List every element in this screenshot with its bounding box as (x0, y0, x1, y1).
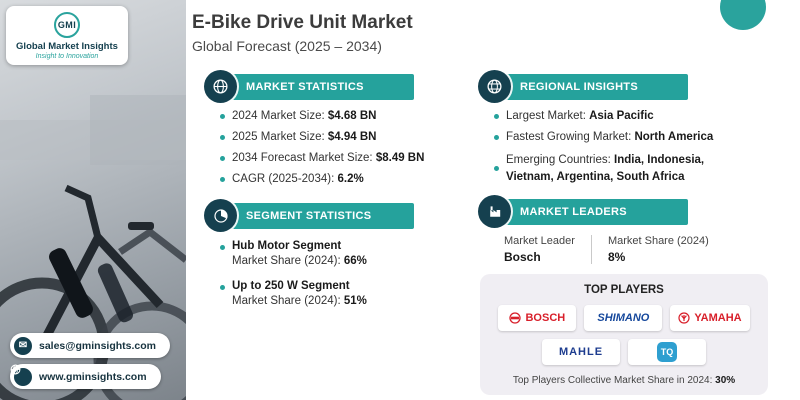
stat-label: 2025 Market Size: (232, 131, 325, 143)
company-tagline: Insight to Innovation (35, 53, 99, 60)
regional-label: Largest Market: (506, 110, 586, 122)
page-title: E-Bike Drive Unit Market (192, 12, 413, 33)
market-leaders-title: MARKET LEADERS (494, 199, 688, 226)
regional-label: Emerging Countries: (506, 154, 611, 166)
section-segment-statistics-header: SEGMENT STATISTICS (204, 199, 458, 232)
segment-name: Up to 250 W Segment (232, 280, 350, 292)
bullet-icon (220, 134, 225, 140)
gmi-logo-icon: GMI (54, 12, 80, 38)
bullet-icon (494, 113, 499, 119)
regional-label: Fastest Growing Market: (506, 131, 632, 143)
top-players-panel: TOP PLAYERS BOSCH SHIMANO YAMAHA (480, 274, 768, 396)
factory-icon (478, 195, 511, 229)
bullet-icon (494, 166, 499, 172)
stat-value: 6.2% (337, 173, 364, 185)
market-leader-value: Bosch (504, 250, 541, 265)
market-leader-label: Market Leader (504, 235, 575, 248)
segment-label: Market Share (2024): (232, 255, 341, 267)
stat-value: $8.49 BN (375, 152, 425, 164)
bullet-icon (220, 285, 225, 290)
player-name: SHIMANO (597, 312, 650, 325)
market-share-cell: Market Share (2024) 8% (590, 235, 725, 265)
stat-item-cagr: CAGR (2025-2034): 6.2% (220, 173, 458, 185)
contact-email[interactable]: ✉ sales@gminsights.com (10, 333, 171, 358)
pie-chart-icon (204, 199, 237, 232)
yamaha-logo-icon (678, 312, 690, 324)
stat-item-2025: 2025 Market Size: $4.94 BN (220, 131, 458, 143)
page-subtitle: Global Forecast (2025 – 2034) (192, 38, 382, 54)
regional-insights-title: REGIONAL INSIGHTS (494, 74, 688, 100)
market-leader-cell: Market Leader Bosch (488, 235, 591, 264)
stat-value: $4.68 BN (327, 110, 377, 122)
contact-website[interactable]: www.gminsights.com (10, 364, 161, 389)
globe-grid-icon (478, 70, 511, 103)
mail-icon: ✉ (14, 336, 32, 355)
tq-logo-icon: TQ (657, 342, 677, 363)
player-chip-tq: TQ (628, 339, 706, 366)
company-name: Global Market Insights (16, 41, 118, 52)
regional-item-emerging: Emerging Countries: India, Indonesia, Vi… (494, 152, 790, 185)
segment-label: Market Share (2024): (232, 295, 341, 307)
segment-value: 51% (343, 295, 367, 307)
contact-email-text: sales@gminsights.com (39, 339, 157, 352)
segment-name: Hub Motor Segment (232, 240, 342, 252)
player-chip-shimano: SHIMANO (584, 305, 663, 332)
player-name: MAHLE (558, 346, 604, 359)
market-share-value: 8% (607, 250, 626, 265)
player-name: YAMAHA (694, 312, 742, 325)
top-players-title: TOP PLAYERS (584, 284, 664, 297)
market-leaders-row: Market Leader Bosch Market Share (2024) … (488, 235, 790, 265)
regional-item-fastest: Fastest Growing Market: North America (494, 131, 790, 143)
regional-value: North America (634, 131, 714, 143)
top-players-footer: Top Players Collective Market Share in 2… (492, 375, 756, 386)
segment-item-hub-motor: Hub Motor Segment Market Share (2024): 6… (220, 240, 458, 267)
globe-icon (204, 70, 237, 103)
footer-value: 30% (715, 375, 736, 387)
stat-label: 2024 Market Size: (232, 110, 325, 122)
bullet-icon (220, 176, 225, 182)
player-name: BOSCH (525, 312, 566, 325)
player-chip-bosch: BOSCH (498, 305, 577, 332)
ebike-photo: GMI Global Market Insights Insight to In… (0, 0, 186, 400)
player-chip-yamaha: YAMAHA (670, 305, 750, 332)
gmi-logo-card: GMI Global Market Insights Insight to In… (6, 6, 128, 65)
player-chip-mahle: MAHLE (542, 339, 620, 366)
top-players-grid: BOSCH SHIMANO YAMAHA MAHLE (492, 305, 756, 366)
section-market-leaders-header: MARKET LEADERS (478, 195, 790, 229)
stat-label: 2034 Forecast Market Size: (232, 152, 373, 164)
market-statistics-title: MARKET STATISTICS (220, 74, 414, 100)
globe-icon (10, 364, 32, 386)
bullet-icon (494, 134, 499, 140)
gmi-monogram: GMI (57, 20, 77, 30)
player-name: TQ (660, 347, 674, 358)
bullet-icon (220, 155, 225, 161)
contact-website-text: www.gminsights.com (39, 370, 147, 383)
regional-value: India, Indonesia, Vietnam, Argentina, So… (506, 154, 705, 183)
stat-value: $4.94 BN (327, 131, 377, 143)
regional-value: Asia Pacific (589, 110, 654, 122)
main-content: E-Bike Drive Unit Market Global Forecast… (192, 12, 792, 396)
footer-label: Top Players Collective Market Share in 2… (512, 375, 713, 387)
bullet-icon (220, 245, 225, 250)
market-share-label: Market Share (2024) (607, 235, 709, 248)
bosch-logo-icon (509, 312, 522, 324)
stat-label: CAGR (2025-2034): (232, 173, 335, 185)
section-regional-insights-header: REGIONAL INSIGHTS (478, 70, 790, 103)
regional-item-largest: Largest Market: Asia Pacific (494, 110, 790, 122)
bullet-icon (220, 113, 225, 119)
segment-statistics-title: SEGMENT STATISTICS (220, 203, 414, 229)
section-market-statistics-header: MARKET STATISTICS (204, 70, 458, 103)
stat-item-2024: 2024 Market Size: $4.68 BN (220, 110, 458, 122)
segment-item-250w: Up to 250 W Segment Market Share (2024):… (220, 280, 458, 307)
segment-value: 66% (343, 255, 367, 267)
stat-item-2034: 2034 Forecast Market Size: $8.49 BN (220, 152, 458, 164)
